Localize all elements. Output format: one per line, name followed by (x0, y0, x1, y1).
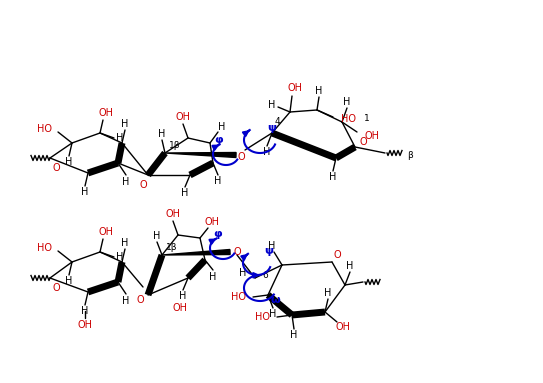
Text: H: H (269, 309, 277, 319)
Text: H: H (116, 133, 124, 143)
Text: H: H (122, 177, 130, 187)
Text: H: H (81, 187, 89, 197)
Text: H: H (122, 296, 130, 306)
Text: 1β: 1β (166, 242, 178, 252)
Text: HO: HO (255, 312, 270, 322)
Text: H: H (263, 147, 271, 157)
Text: 6: 6 (262, 272, 268, 280)
Text: ψ: ψ (264, 246, 274, 256)
Text: H: H (181, 188, 188, 198)
Text: H: H (329, 172, 337, 182)
Text: ψ: ψ (268, 123, 276, 133)
Text: H: H (268, 241, 276, 251)
Text: 1: 1 (364, 113, 370, 123)
Text: φ: φ (214, 135, 223, 145)
Text: O: O (233, 247, 241, 257)
Text: H: H (291, 330, 298, 340)
Text: H: H (324, 288, 332, 298)
Text: OH: OH (336, 322, 350, 332)
Text: β: β (407, 151, 413, 159)
Text: O: O (237, 152, 245, 162)
Text: HO: HO (37, 243, 52, 253)
Text: OH: OH (78, 320, 92, 330)
Text: H: H (239, 268, 247, 278)
Text: OH: OH (175, 112, 191, 122)
Text: H: H (153, 231, 161, 241)
Text: OH: OH (98, 108, 113, 118)
Text: O: O (333, 250, 341, 260)
Text: HO: HO (231, 292, 246, 302)
Text: H: H (209, 272, 217, 282)
Text: OH: OH (173, 303, 187, 313)
Text: H: H (268, 100, 276, 110)
Text: H: H (81, 306, 89, 316)
Text: H: H (65, 276, 73, 286)
Text: HO: HO (341, 114, 356, 124)
Text: O: O (52, 283, 60, 293)
Text: H: H (159, 129, 166, 139)
Text: OH: OH (98, 227, 113, 237)
Text: 4: 4 (274, 116, 280, 126)
Text: H: H (346, 261, 353, 271)
Text: HO: HO (37, 124, 52, 134)
Text: H: H (121, 119, 129, 129)
Text: OH: OH (364, 131, 379, 141)
Polygon shape (165, 152, 236, 157)
Text: H: H (121, 238, 129, 248)
Text: OH: OH (166, 209, 180, 219)
Text: H: H (343, 97, 351, 107)
Text: 1β: 1β (169, 141, 181, 149)
Text: OH: OH (205, 217, 219, 227)
Text: H: H (214, 176, 222, 186)
Text: O: O (359, 137, 367, 147)
Polygon shape (162, 249, 230, 255)
Text: H: H (179, 291, 187, 301)
Text: O: O (136, 295, 144, 305)
Text: H: H (218, 122, 226, 132)
Text: O: O (139, 180, 147, 190)
Text: H: H (116, 252, 124, 262)
Text: H: H (315, 86, 323, 96)
Text: φ: φ (213, 229, 223, 239)
Text: OH: OH (287, 83, 302, 93)
Text: H: H (65, 157, 73, 167)
Text: ω: ω (270, 295, 280, 305)
Text: O: O (52, 163, 60, 173)
